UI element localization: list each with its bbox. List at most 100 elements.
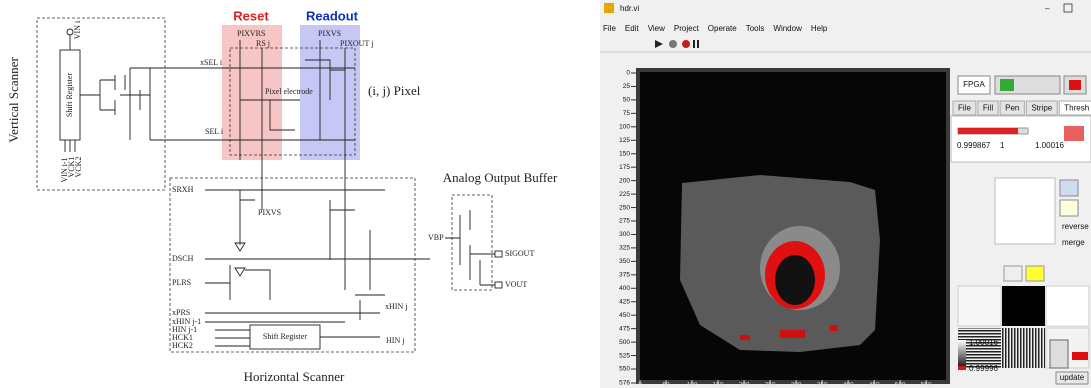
reverse-label: reverse	[1062, 222, 1089, 231]
merge-label: merge	[1062, 238, 1085, 247]
x-tick-label: 450	[869, 382, 880, 388]
y-tick-label: 525	[619, 352, 630, 359]
y-tick-label: 225	[619, 191, 630, 198]
y-tick-label: 0	[626, 70, 630, 77]
label: HIN j	[386, 336, 404, 345]
y-tick-label: 50	[623, 97, 631, 104]
menu-item[interactable]: File	[603, 24, 616, 33]
y-tick-label: 325	[619, 245, 630, 252]
x-tick-label: 150	[713, 382, 724, 388]
x-tick-label: 400	[843, 382, 854, 388]
y-tick-label: 350	[619, 258, 630, 265]
label: PIXVRS	[237, 29, 265, 38]
x-tick-label: 350	[817, 382, 828, 388]
y-tick-label: 500	[619, 339, 630, 346]
label: Horizontal Scanner	[244, 369, 345, 384]
tab-label: Pen	[1005, 104, 1019, 113]
scale-max: 1.00016	[969, 338, 998, 347]
label: VCK2	[74, 157, 83, 178]
label: xPRS	[172, 308, 190, 317]
label: PIXOUT j	[340, 39, 373, 48]
slider-label: 1	[1000, 141, 1005, 150]
apply-button[interactable]	[1064, 126, 1084, 141]
menu-item[interactable]: Edit	[625, 24, 640, 33]
label: RS j	[256, 39, 270, 48]
down-button[interactable]	[1026, 266, 1044, 281]
minimize[interactable]: –	[1045, 4, 1050, 13]
tab-label: Thresh	[1064, 104, 1089, 113]
app-window: hdr.vi – File Edit View Project Operate Tools…	[600, 0, 1091, 388]
label: PIXVS	[258, 208, 281, 217]
y-tick-label: 576	[619, 380, 630, 387]
page: Vertical Scanner Shift Register VIN i VI…	[0, 0, 1091, 388]
reset-title: Reset	[233, 8, 269, 23]
tab[interactable]: File	[953, 101, 976, 115]
fpga-label: FPGA	[963, 80, 985, 89]
circuit: Vertical Scanner Shift Register VIN i VI…	[6, 8, 558, 384]
y-tick-label: 550	[619, 366, 630, 373]
update-label: update	[1060, 373, 1085, 382]
tab[interactable]: Stripe	[1026, 101, 1057, 115]
menu-item[interactable]: Project	[674, 24, 700, 33]
label: SRXH	[172, 185, 194, 194]
label: Shift Register	[263, 332, 308, 341]
label: VOUT	[505, 280, 527, 289]
label: HCK2	[172, 341, 193, 350]
y-tick-label: 275	[619, 218, 630, 225]
toggle[interactable]	[1050, 340, 1068, 368]
label: PLRS	[172, 278, 191, 287]
label: Pixel electrode	[265, 87, 313, 96]
menu-item[interactable]: Tools	[746, 24, 765, 33]
label: Analog Output Buffer	[443, 170, 558, 185]
menu-item[interactable]: Help	[811, 24, 828, 33]
up-button[interactable]	[1004, 266, 1022, 281]
label: xHIN j	[385, 302, 407, 311]
label: DSCH	[172, 254, 194, 263]
y-tick-label: 75	[623, 110, 631, 117]
slider-label: 1.00016	[1035, 141, 1064, 150]
menu-item[interactable]: View	[648, 24, 665, 33]
y-tick-label: 100	[619, 124, 630, 131]
label: SEL i	[205, 127, 224, 136]
y-tick-label: 375	[619, 272, 630, 279]
tab[interactable]: Fill	[978, 101, 998, 115]
x-tick-label: 0	[638, 382, 642, 388]
y-tick-label: 450	[619, 312, 630, 319]
slider-label: 0.999867	[957, 141, 991, 150]
y-tick-label: 25	[623, 83, 631, 90]
label: Vertical Scanner	[6, 57, 21, 143]
menu-item[interactable]: Window	[773, 24, 802, 33]
menu-item[interactable]: Operate	[708, 24, 737, 33]
canvas: Vertical Scanner Shift Register VIN i VI…	[0, 0, 1091, 388]
vertical-scanner-box	[37, 18, 165, 190]
y-tick-label: 125	[619, 137, 630, 144]
x-tick-label: 550	[921, 382, 932, 388]
label: VBP	[428, 233, 444, 242]
label: Shift Register	[65, 73, 74, 118]
y-tick-label: 425	[619, 298, 630, 305]
y-tick-label: 175	[619, 164, 630, 171]
x-tick-label: 250	[765, 382, 776, 388]
y-tick-label: 300	[619, 231, 630, 238]
y-tick-label: 250	[619, 204, 630, 211]
label: SIGOUT	[505, 249, 534, 258]
y-tick-label: 475	[619, 325, 630, 332]
x-tick-label: 500	[895, 382, 906, 388]
readout-title: Readout	[306, 8, 359, 23]
y-tick-label: 400	[619, 285, 630, 292]
tab-label: Stripe	[1031, 104, 1052, 113]
tab-label: Fill	[983, 104, 993, 113]
y-tick-label: 150	[619, 150, 630, 157]
window-title: hdr.vi	[620, 4, 639, 13]
label: PIXVS	[318, 29, 341, 38]
x-tick-label: 200	[739, 382, 750, 388]
label: (i, j) Pixel	[368, 83, 421, 98]
tab[interactable]: Pen	[1000, 101, 1024, 115]
label: xSEL i	[200, 58, 223, 67]
tabs: File Fill Pen Stripe Thresh	[953, 101, 1091, 115]
tab[interactable]: Thresh	[1059, 101, 1091, 115]
output-buffer-box	[452, 195, 492, 290]
x-tick-label: 50	[662, 382, 670, 388]
x-tick-label: 100	[687, 382, 698, 388]
y-tick-label: 200	[619, 177, 630, 184]
